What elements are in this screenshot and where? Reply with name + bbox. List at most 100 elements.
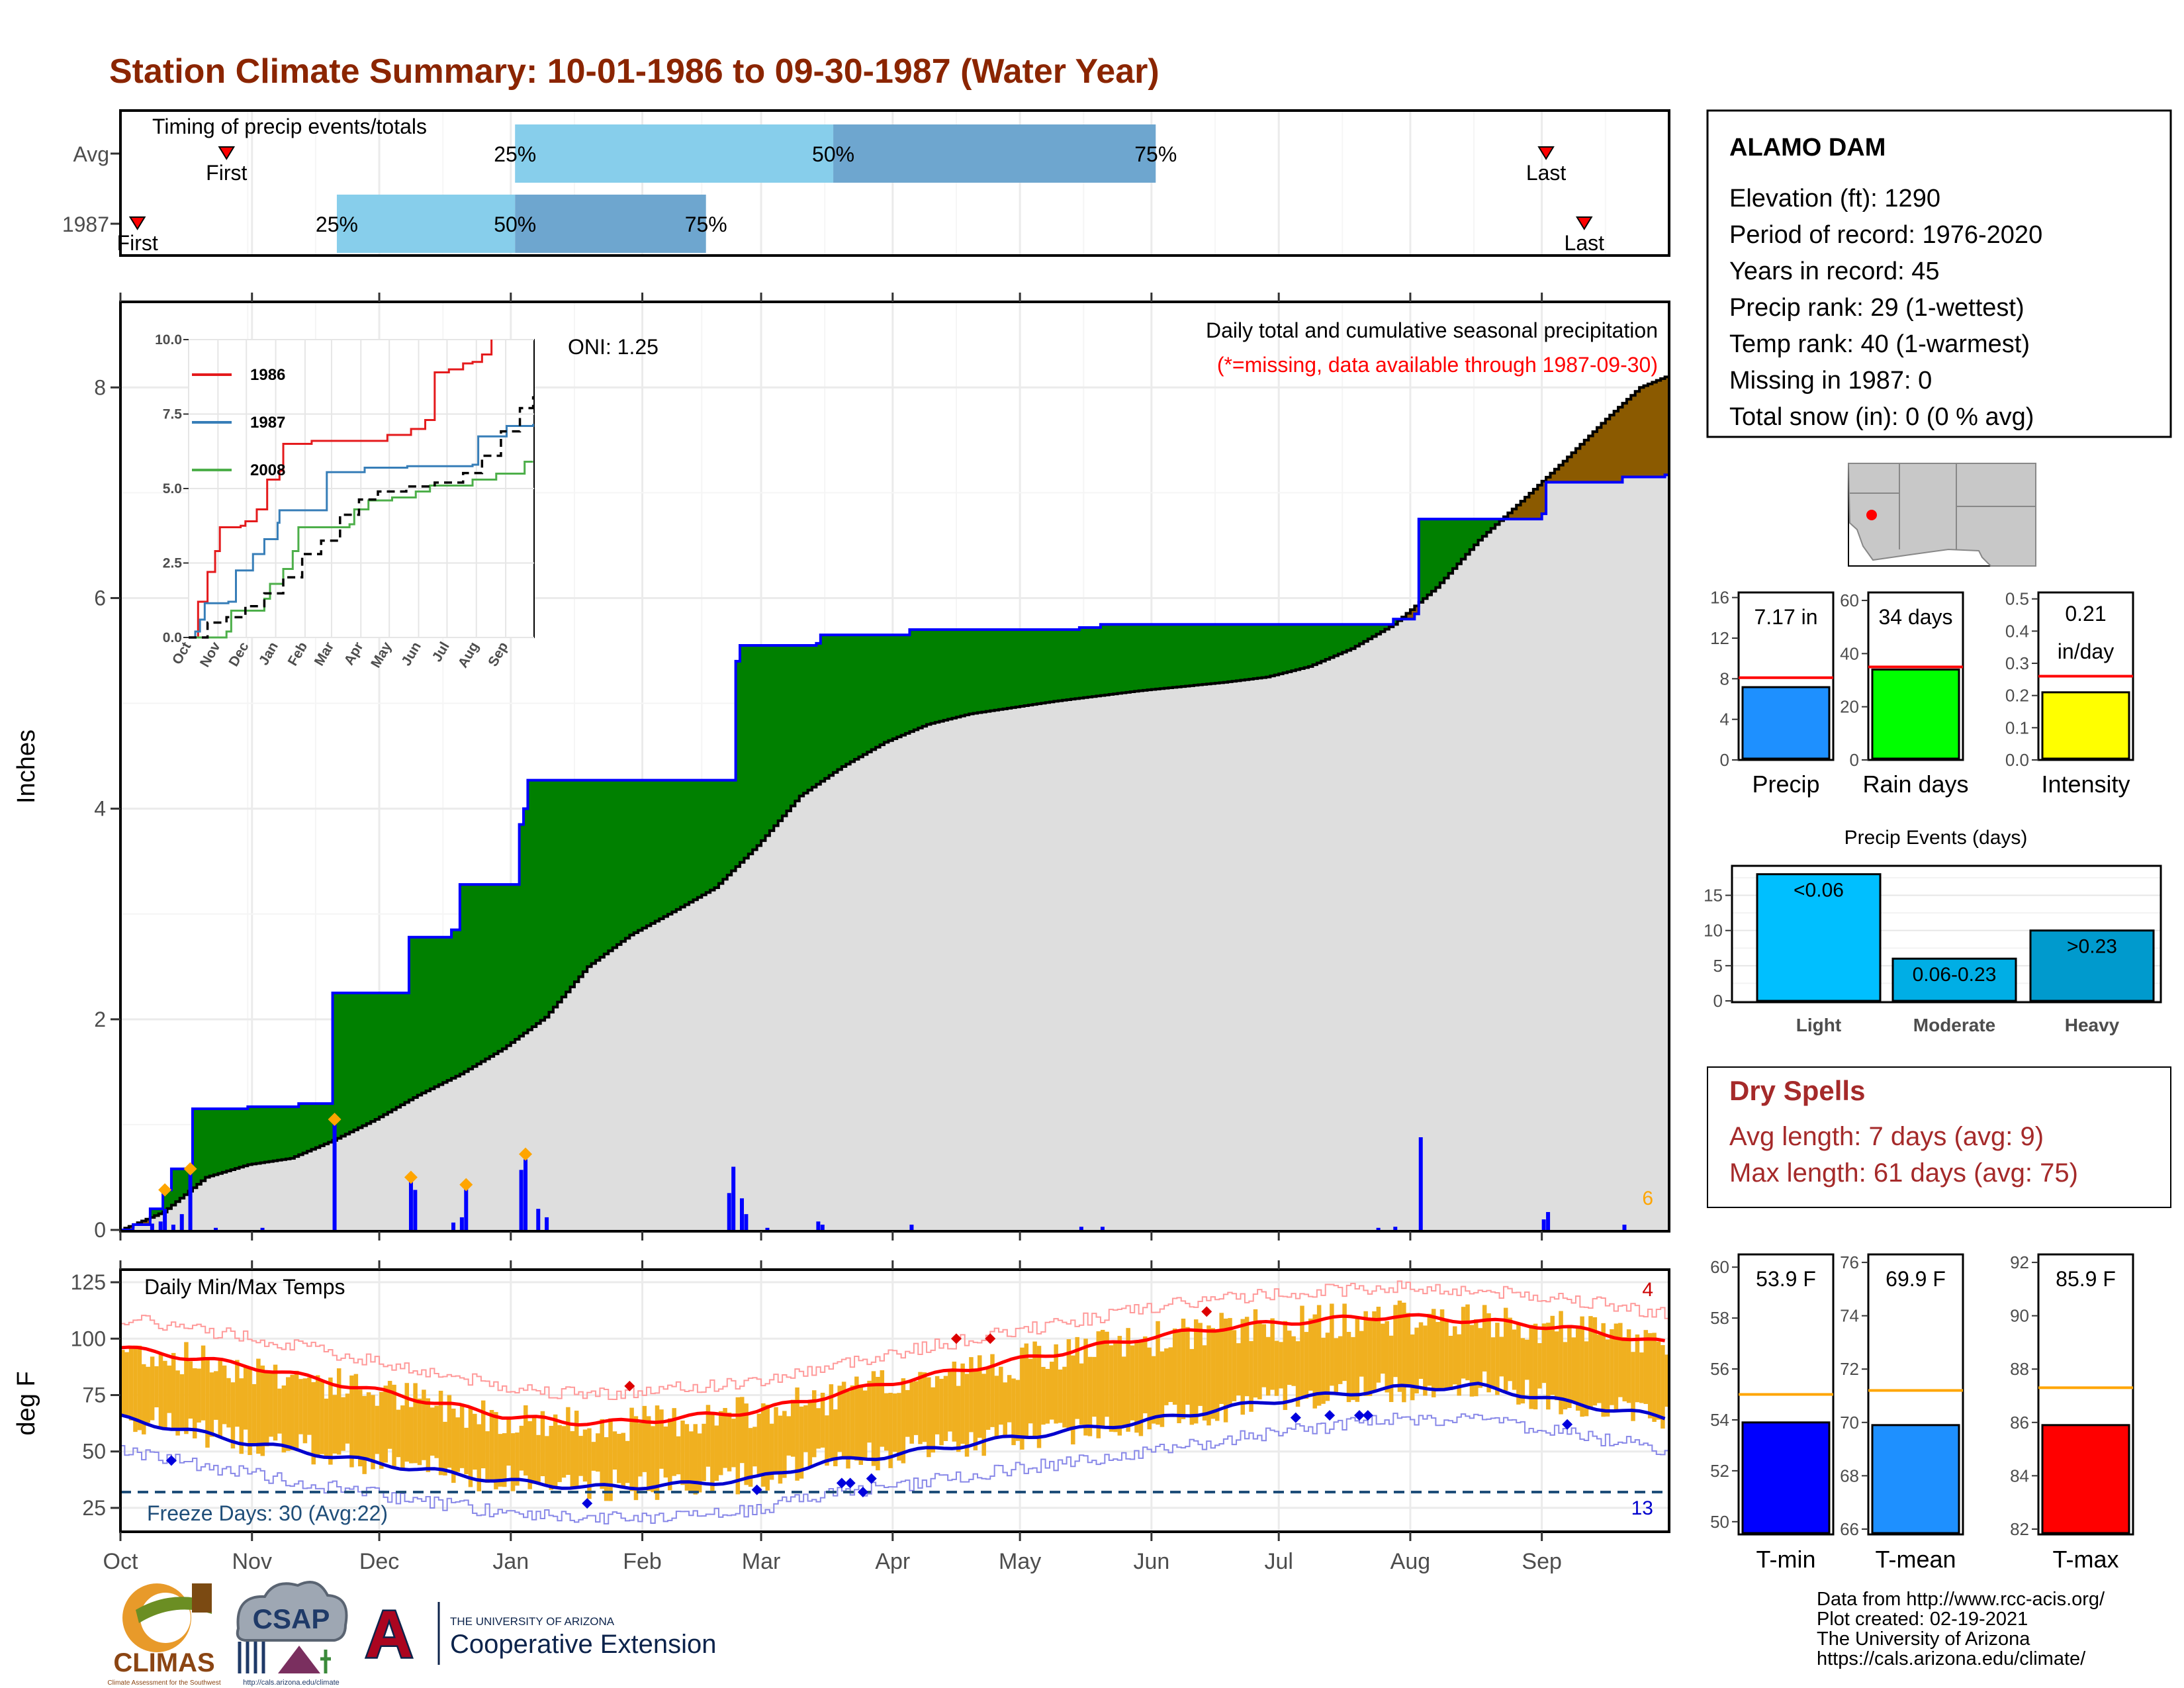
hot-record-marker: [1201, 1306, 1212, 1317]
inset-month-label: Jan: [256, 639, 281, 668]
summary-bar: [1741, 1421, 1831, 1534]
daily-temp-range-bar: [510, 1433, 516, 1491]
month-label: Apr: [875, 1549, 910, 1574]
daily-temp-range-bar: [1588, 1316, 1593, 1410]
daily-temp-range-bar: [1232, 1330, 1237, 1401]
credit-data-source: Data from http://www.rcc-acis.org/: [1817, 1589, 2105, 1610]
daily-temp-range-bar: [697, 1433, 702, 1493]
station-missing: Missing in 1987: 0: [1729, 367, 1932, 395]
daily-temp-range-bar: [1431, 1309, 1436, 1397]
daily-temp-range-bar: [1096, 1331, 1101, 1438]
ua-cooperative-extension: Cooperative Extension: [450, 1630, 716, 1659]
bar-ytick-label: 72: [1840, 1359, 1859, 1379]
daily-temp-range-bar: [841, 1382, 846, 1459]
daily-temp-range-bar: [608, 1418, 613, 1501]
daily-temp-range-bar: [582, 1429, 588, 1482]
bar-ytick-label: 0.2: [2005, 686, 2029, 706]
inset-ytick-label: 2.5: [163, 556, 183, 571]
daily-temp-range-bar: [829, 1384, 834, 1458]
daily-temp-range-bar: [1160, 1351, 1165, 1427]
daily-temp-range-bar: [1605, 1339, 1610, 1417]
station-period: Period of record: 1976-2020: [1729, 221, 2042, 249]
daily-temp-range-bar: [417, 1398, 422, 1466]
inset-ytick-label: 10.0: [155, 332, 182, 348]
timing-bar-25-50: [515, 124, 834, 183]
daily-temp-range-bar: [981, 1374, 986, 1456]
daily-temp-range-bar: [769, 1423, 774, 1480]
daily-temp-range-bar: [1312, 1314, 1317, 1409]
daily-temp-range-bar: [286, 1377, 291, 1451]
bar-value-label: 34 days: [1878, 605, 1952, 629]
daily-temp-range-bar: [371, 1395, 375, 1470]
daily-temp-range-bar: [727, 1412, 732, 1472]
bar-ytick-label: 86: [2010, 1413, 2029, 1432]
precip-events-chart: Precip Events (days) <0.06 Light 0.06-0.23…: [1704, 827, 2162, 1035]
csap-url: http://cals.arizona.edu/climate: [243, 1679, 340, 1687]
precip-event-marker: [404, 1170, 418, 1184]
daily-temp-range-bar: [566, 1407, 570, 1476]
daily-temp-range-bar: [782, 1411, 787, 1478]
temperature-panel: 25 50 75 100 125 deg F Daily Min/Max Temps F…: [13, 1260, 1670, 1574]
daily-temp-range-bar: [557, 1425, 562, 1482]
dry-spells-title: Dry Spells: [1729, 1075, 1865, 1106]
daily-temp-range-bar: [1661, 1344, 1665, 1429]
bar-ytick-label: 8: [1720, 669, 1729, 688]
daily-precip-bar: [188, 1168, 193, 1230]
daily-temp-range-bar: [142, 1364, 146, 1434]
daily-temp-range-bar: [146, 1366, 150, 1423]
daily-temp-range-bar: [545, 1436, 549, 1484]
daily-temp-range-bar: [498, 1434, 503, 1487]
daily-temp-range-bar: [158, 1353, 163, 1429]
daily-temp-range-bar: [1003, 1382, 1007, 1435]
daily-temp-range-bar: [1321, 1337, 1326, 1404]
month-label: Aug: [1390, 1549, 1431, 1574]
daily-temp-range-bar: [1618, 1323, 1623, 1397]
daily-temp-range-bar: [880, 1370, 885, 1447]
daily-temp-range-bar: [1338, 1336, 1343, 1384]
bar-value-label: 0.21: [2065, 602, 2106, 626]
daily-temp-range-bar: [1189, 1348, 1195, 1425]
month-label: Mar: [742, 1549, 781, 1574]
daily-temp-range-bar: [969, 1357, 974, 1432]
daily-temp-range-bar: [205, 1359, 210, 1448]
daily-temp-range-bar: [1249, 1340, 1253, 1412]
daily-temp-range-bar: [251, 1383, 257, 1446]
timing-pct-label: 50%: [494, 212, 536, 236]
station-info: ALAMO DAM Elevation (ft): 1290 Period of…: [1706, 109, 2172, 438]
daily-temp-range-bar: [964, 1374, 970, 1457]
daily-temp-range-bar: [1550, 1315, 1555, 1395]
daily-temp-range-bar: [179, 1374, 185, 1430]
daily-temp-range-bar: [154, 1366, 159, 1408]
timing-marker-icon: [128, 216, 146, 230]
timing-bar-50-75: [833, 124, 1156, 183]
hot-record-marker: [624, 1380, 635, 1391]
daily-temp-range-bar: [1325, 1333, 1330, 1401]
daily-temp-range-bar: [617, 1434, 621, 1483]
daily-temp-range-bar: [485, 1431, 490, 1483]
bar-value-unit: in/day: [2058, 639, 2114, 663]
bar-ytick-label: 4: [1720, 710, 1729, 729]
station-snow: Total snow (in): 0 (0 % avg): [1729, 403, 2034, 431]
daily-temp-range-bar: [596, 1433, 600, 1472]
dry-spells-avg: Avg length: 7 days (avg: 9): [1729, 1122, 2044, 1151]
timing-marker-label: Last: [1526, 161, 1567, 185]
daily-temp-range-bar: [884, 1393, 889, 1451]
precip-ytick-label: 4: [94, 797, 106, 821]
daily-temp-range-bar: [235, 1360, 240, 1427]
daily-temp-range-bar: [756, 1413, 762, 1476]
freeze-days-label: Freeze Days: 30 (Avg:22): [147, 1501, 388, 1525]
daily-temp-range-bar: [468, 1406, 473, 1487]
daily-temp-range-bar: [1105, 1331, 1109, 1417]
daily-temp-range-bar: [230, 1382, 236, 1449]
daily-temp-range-bar: [748, 1428, 753, 1487]
station-years: Years in record: 45: [1729, 258, 1940, 285]
daily-temp-range-bar: [973, 1371, 978, 1450]
daily-temp-range-bar: [1147, 1347, 1152, 1430]
credit-university: The University of Arizona: [1817, 1628, 2030, 1650]
ua-logo: A THE UNIVERSITY OF ARIZONA Cooperative …: [363, 1596, 716, 1673]
timing-pct-label: 25%: [494, 142, 536, 166]
daily-temp-range-bar: [1126, 1328, 1130, 1432]
daily-temp-range-bar: [197, 1368, 201, 1423]
inset-month-label: Sep: [485, 639, 511, 669]
